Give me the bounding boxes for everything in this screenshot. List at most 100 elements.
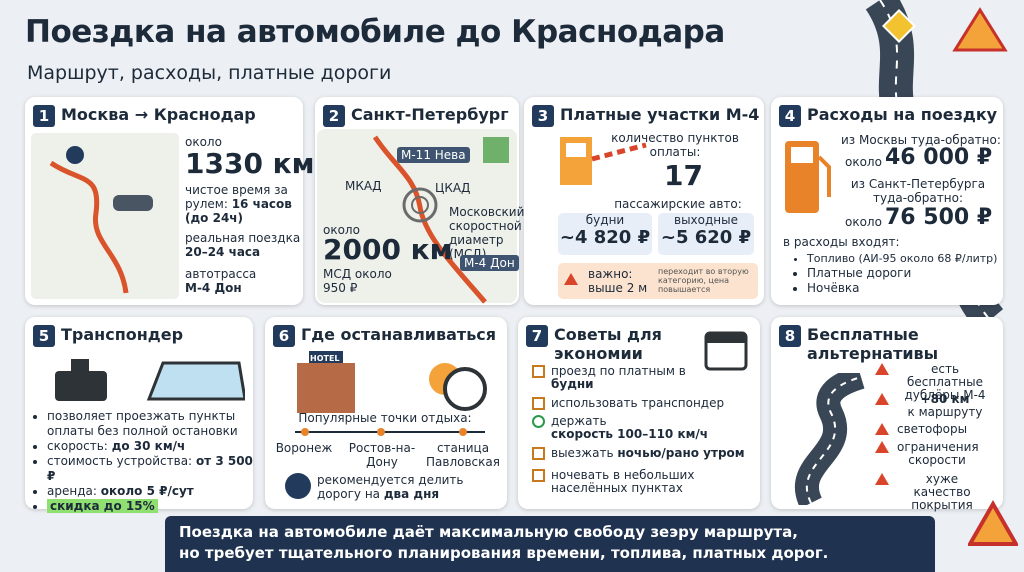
timeline	[295, 428, 485, 436]
transponder-icon	[55, 359, 245, 401]
text: +80 км	[920, 392, 970, 406]
footer-line: Поездка на автомобиле даёт максимальную …	[179, 523, 798, 541]
list: позволяет проезжать пункты оплаты без по…	[33, 409, 253, 514]
text: скорость:	[47, 439, 108, 453]
text: около 5 ₽/сут	[100, 484, 194, 498]
text: Популярные точки отдыха:	[298, 411, 472, 425]
fuel-icon	[785, 141, 831, 213]
card-title: Санкт-Петербург	[351, 105, 509, 124]
warning-icon	[564, 273, 578, 285]
card-title: Где останавливаться	[301, 325, 497, 344]
text: есть бесплатные дублёры М-4	[904, 362, 986, 402]
text: проезд по платным в	[551, 364, 686, 378]
text: до 30 км/ч	[111, 439, 186, 453]
subtitle: Маршрут, расходы, платные дороги	[27, 62, 392, 84]
text: ночью/рано утром	[617, 446, 745, 460]
list-item: Платные дороги	[807, 266, 997, 281]
list-item: позволяет проезжать пункты оплаты без по…	[47, 409, 253, 439]
toll-icon	[560, 137, 647, 185]
price-box: выходные ~5 620 ₽	[658, 213, 754, 255]
text: рекомендуется делить дорогу на	[317, 473, 464, 501]
card: 2 Санкт-Петербург М-11 Нева МКАД ЦКАД Мо…	[315, 97, 524, 305]
warning-box: важно: выше 2 м переходит во вторую кате…	[558, 263, 758, 299]
text: выезжать	[551, 446, 614, 460]
price: ~4 820 ₽	[559, 227, 651, 248]
text: ночевать в небольших населённых пунктах	[551, 468, 695, 495]
road-icon	[794, 373, 865, 505]
warning: важно: выше 2 м	[588, 267, 648, 295]
card: 4 Расходы на поездку из Москвы туда-обра…	[771, 97, 1003, 305]
price-box: будни ~4 820 ₽	[558, 213, 652, 255]
text: хуже качество покрытия	[911, 472, 973, 512]
text: будни	[585, 213, 625, 227]
price: ~5 620 ₽	[660, 227, 752, 248]
route-map	[31, 133, 179, 299]
card: 6 Где останавливаться HOTEL Популярные т…	[265, 317, 507, 509]
cost: 76 500 ₽	[885, 205, 993, 230]
text: будни	[551, 377, 594, 391]
map-label: М-11 Нева	[397, 147, 470, 163]
hotel-icon	[297, 351, 487, 413]
text: около	[323, 223, 360, 237]
text: ограничения скорости	[897, 440, 979, 467]
card: 5 Транспондер позволяет проезжать пункты…	[25, 317, 253, 513]
hotel-label: HOTEL	[310, 354, 340, 363]
discount: скидка до 15%	[47, 499, 158, 513]
text: к маршруту	[907, 405, 983, 419]
text: 20–24 часа	[185, 245, 261, 259]
map-label: МКАД	[345, 179, 382, 193]
list-item: Топливо (АИ-95 около 68 ₽/литр)	[807, 251, 997, 266]
text: выходные	[674, 213, 738, 227]
text: стоимость устройства:	[47, 454, 193, 468]
list: Топливо (АИ-95 около 68 ₽/литр) Платные …	[793, 251, 997, 296]
text: М-4 Дон	[185, 281, 242, 295]
fork-icon	[285, 473, 311, 499]
card-title: Бесплатные альтернативы	[807, 325, 939, 363]
distance: 1330 км	[185, 147, 315, 180]
card-title: Платные участки М-4	[560, 105, 760, 124]
city: Воронеж	[275, 441, 333, 455]
text: автотрасса	[185, 267, 257, 281]
card-number: 1	[33, 105, 55, 127]
text: светофоры	[897, 422, 968, 436]
text: МСД около 950 ₽	[323, 267, 392, 295]
text: два дня	[383, 487, 440, 501]
points: 17	[664, 159, 703, 192]
card-number: 4	[779, 105, 801, 127]
text: пассажирские авто:	[614, 197, 742, 211]
text: около	[845, 215, 882, 229]
list-item: Ночёвка	[807, 281, 997, 296]
text: использовать транспондер	[551, 396, 725, 410]
distance: 2000 км	[323, 233, 453, 266]
card-number: 8	[779, 325, 801, 347]
text: 16 часов (до 24ч)	[185, 197, 292, 225]
cost: 46 000 ₽	[885, 145, 993, 170]
card: 3 Платные участки М-4 количество пунктов…	[524, 97, 764, 305]
warning-sign	[968, 500, 1018, 546]
text: аренда:	[47, 484, 97, 498]
text: около	[845, 155, 882, 169]
card: 1 Москва → Краснодар около 1330 км чисто…	[25, 97, 315, 305]
card-number: 2	[323, 105, 345, 127]
map-label: ЦКАД	[435, 181, 471, 195]
text: чистое время за рулем:	[185, 183, 288, 211]
text: количество пунктов оплаты:	[611, 131, 739, 159]
card-number: 3	[532, 105, 554, 127]
card-title: Расходы на поездку	[807, 105, 998, 124]
calendar-icon	[704, 331, 748, 371]
text: скорость 100–110 км/ч	[551, 427, 709, 441]
footer: Поездка на автомобиле даёт максимальную …	[165, 516, 935, 572]
text: из Москвы туда-обратно:	[841, 133, 1001, 147]
card-number: 5	[33, 325, 55, 347]
card-number: 7	[526, 325, 548, 347]
text: около	[185, 135, 222, 149]
card-title: Советы для экономии	[554, 325, 662, 363]
card-number: 6	[273, 325, 295, 347]
title: Поездка на автомобиле до Краснодара	[25, 14, 725, 50]
text: в расходы входят:	[783, 235, 900, 249]
card: 7 Советы для экономии проезд по платным …	[518, 317, 760, 509]
text: держать	[551, 414, 607, 428]
text: из Санкт-Петербурга туда-обратно:	[850, 177, 986, 205]
text: от 3 500 ₽	[47, 454, 253, 483]
